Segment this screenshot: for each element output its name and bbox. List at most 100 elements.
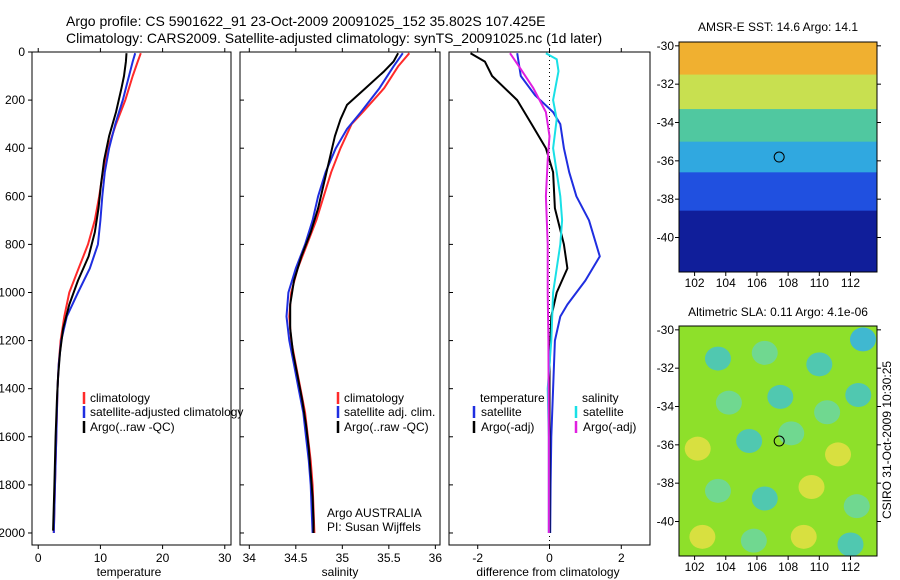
sst-band: [679, 42, 877, 76]
temperature-lines: [52, 52, 142, 534]
map-x-tick-label: 102: [685, 276, 705, 290]
x-tick-label: 20: [156, 551, 170, 565]
map-x-tick-label: 104: [716, 276, 736, 290]
map-y-tick-label: -34: [657, 116, 675, 130]
sla-map-panel: Altimetric SLA: 0.11 Argo: 4.1e-06 -30 -3…: [657, 305, 881, 574]
map-y-tick-label: -38: [657, 192, 675, 206]
diff-legend-sal-satellite: satellite: [583, 405, 624, 419]
x-tick-label: 0: [546, 551, 553, 565]
map-y-tick-label: -30: [657, 39, 675, 53]
depth-tick-label: 0: [18, 45, 25, 59]
sla-eddy: [684, 436, 711, 461]
sst-map-frame: [678, 41, 878, 273]
depth-tick-label: 400: [5, 141, 25, 155]
credit-line-1: Argo AUSTRALIA: [327, 506, 422, 520]
map-x-tick-label: 110: [810, 560, 829, 574]
temperature-axes-box: [31, 51, 232, 546]
difference-panel: -2 0 2 difference from climatology tempera…: [448, 48, 651, 579]
sla-eddy: [790, 524, 817, 549]
sla-eddy: [837, 532, 864, 556]
footer-stamp: CSIRO 31-Oct-2009 10:30:25: [880, 361, 894, 519]
x-tick-label: 34.5: [284, 551, 308, 565]
temperature-panel: 0 200 400 600 800 1000 1200 1400 1600 1800 2000 0 1…: [0, 45, 453, 579]
sst-band: [679, 109, 877, 143]
difference-lines: [469, 52, 601, 534]
x-tick-label: 2: [618, 551, 625, 565]
sla-eddy: [736, 429, 763, 453]
map-y-tick-label: -34: [657, 400, 675, 414]
sla-eddy: [704, 346, 731, 371]
sla-eddy: [715, 390, 742, 415]
credit-line-2: PI: Susan Wijffels: [327, 520, 421, 534]
map-x-tick-label: 112: [841, 276, 860, 290]
sst-band: [679, 210, 877, 272]
sla-eddy: [798, 475, 825, 499]
depth-tick-label: 2000: [0, 526, 25, 540]
depth-tick-label: 1800: [0, 478, 25, 492]
salinity-lines: [285, 52, 411, 534]
sla-eddy: [767, 384, 794, 409]
depth-tick-label: 1600: [0, 430, 25, 444]
salinity-xlabel: salinity: [322, 565, 359, 579]
sst-map-panel: AMSR-E SST: 14.6 Argo: 14.1 -30 -32 -34 -36…: [657, 20, 881, 290]
series-line-satellite-adj-clim-: [285, 52, 404, 534]
sla-eddy: [814, 400, 841, 425]
map-x-tick-label: 112: [841, 560, 860, 574]
series-line-climatology: [52, 52, 142, 534]
x-tick-label: 36: [429, 551, 443, 565]
map-y-tick-label: -38: [657, 476, 675, 490]
map-y-tick-label: -32: [657, 361, 675, 375]
series-line-argo-raw-qc-: [289, 52, 399, 533]
legend-climatology: climatology: [90, 391, 150, 405]
sst-map-title: AMSR-E SST: 14.6 Argo: 14.1: [698, 20, 858, 34]
diff-temp-legend-title: temperature: [480, 391, 545, 405]
x-tick-label: 30: [218, 551, 232, 565]
sla-eddy: [806, 352, 833, 377]
sst-band: [679, 172, 877, 212]
sla-eddy: [751, 340, 778, 365]
temperature-x-axis: 0 10 20 30: [35, 48, 232, 565]
salinity-axes-box: [239, 51, 441, 546]
sst-band: [679, 74, 877, 111]
difference-x-axis: -2 0 2: [472, 48, 625, 565]
map-x-tick-label: 106: [747, 560, 767, 574]
depth-tick-label: 1400: [0, 382, 25, 396]
sla-eddy: [704, 478, 731, 503]
depth-tick-label: 1200: [0, 334, 25, 348]
depth-axis: 0 200 400 600 800 1000 1200 1400 1600 1800 2000: [0, 45, 453, 540]
map-y-tick-label: -36: [657, 154, 675, 168]
map-y-tick-label: -30: [657, 323, 675, 337]
map-x-tick-label: 104: [716, 560, 736, 574]
x-tick-label: 10: [94, 551, 108, 565]
series-line-salinity-argo-adj-: [509, 52, 551, 533]
sla-map-title: Altimetric SLA: 0.11 Argo: 4.1e-06: [688, 305, 868, 319]
sla-map-image: [679, 326, 877, 556]
map-y-tick-label: -32: [657, 77, 675, 91]
diff-legend-temp-argo: Argo(-adj): [481, 420, 534, 434]
diff-legend-temp-satellite: satellite: [481, 405, 522, 419]
diff-legend-sal-argo: Argo(-adj): [583, 420, 636, 434]
map-x-tick-label: 102: [685, 560, 705, 574]
depth-tick-label: 600: [5, 189, 25, 203]
x-tick-label: 34: [243, 551, 257, 565]
x-tick-label: 0: [35, 551, 42, 565]
x-tick-label: -2: [472, 551, 483, 565]
map-y-tick-label: -36: [657, 438, 675, 452]
salinity-panel: 34 34.5 35 35.5 36 salinity climatology sate…: [239, 48, 443, 579]
map-y-tick-label: -40: [657, 515, 675, 529]
series-line-temperature-satellite: [516, 53, 601, 534]
map-x-tick-label: 108: [778, 276, 798, 290]
sst-map-image: [679, 42, 877, 272]
header-line-2: Climatology: CARS2009. Satellite-adjuste…: [66, 30, 602, 46]
sal-legend-argo: Argo(..raw -QC): [344, 420, 429, 434]
map-x-tick-label: 106: [747, 276, 767, 290]
difference-xlabel: difference from climatology: [476, 565, 619, 579]
series-line-satellite-adjusted-climatology: [52, 52, 137, 534]
sla-map-frame: [678, 325, 878, 557]
series-line-argo-raw-qc-: [52, 53, 128, 531]
map-y-tick-label: -40: [657, 231, 675, 245]
sst-band: [679, 141, 877, 174]
depth-tick-label: 1000: [0, 285, 25, 299]
diff-sal-legend-title: salinity: [582, 391, 619, 405]
